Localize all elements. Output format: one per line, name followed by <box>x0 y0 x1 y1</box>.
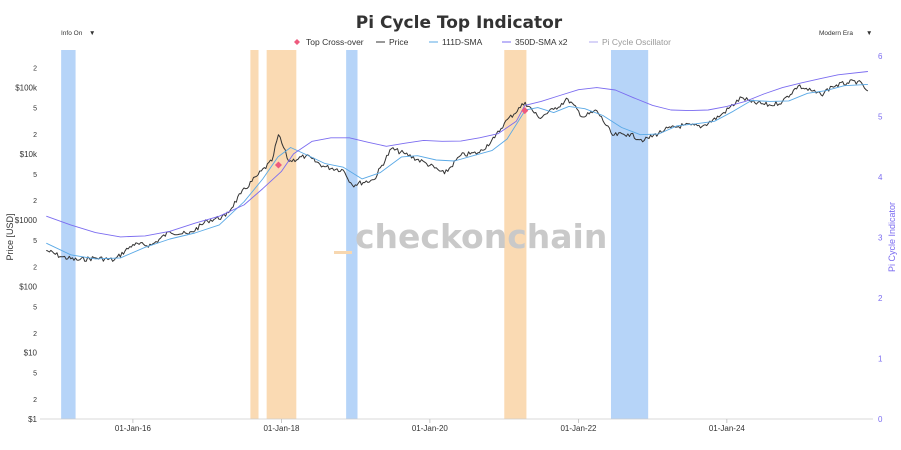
legend-label: Price <box>389 37 409 47</box>
y-right-tick-label: 4 <box>878 173 883 182</box>
x-tick-label: 01-Jan-20 <box>412 424 449 433</box>
top-band <box>504 50 527 419</box>
legend-label: Pi Cycle Oscillator <box>602 37 671 47</box>
y-tick-minor-label: 2 <box>33 264 37 271</box>
crossover-markers <box>274 107 529 169</box>
y-tick-minor-label: 2 <box>33 132 37 139</box>
y-right-tick-label: 1 <box>878 355 883 364</box>
era-menu-label: Modern Era <box>819 30 853 37</box>
y-tick-minor-label: 2 <box>33 66 37 73</box>
legend-label: 111D-SMA <box>442 37 483 47</box>
y-tick-label: $10 <box>24 349 38 358</box>
top-crossover-marker <box>521 107 529 115</box>
legend-item-top-cross-over[interactable]: Top Cross-over <box>294 37 364 47</box>
x-tick-label: 01-Jan-16 <box>115 424 152 433</box>
y-tick-label: $100 <box>19 282 37 291</box>
top-band <box>250 50 259 419</box>
bottom-band <box>61 50 76 419</box>
era-menu-chevron-down-icon: ▼ <box>866 30 872 37</box>
legend-item-pi-cycle-oscillator[interactable]: Pi Cycle Oscillator <box>589 37 671 47</box>
legend-item-price[interactable]: Price <box>376 37 409 47</box>
bottom-band <box>346 50 358 419</box>
series-111d-sma <box>46 83 868 260</box>
watermark: checkonchain <box>334 217 607 256</box>
series-350d-sma-x2 <box>46 71 868 238</box>
legend: Top Cross-over Price 111D-SMA 350D-SMA x2 Pi… <box>294 37 671 47</box>
y-axis-left-title: Price [USD] <box>5 213 15 260</box>
y-tick-minor-label: 5 <box>33 304 37 311</box>
y-right-tick-label: 5 <box>878 113 883 122</box>
info-menu-label: Info On <box>61 30 83 37</box>
y-axis-right-title: Pi Cycle Indicator <box>887 202 897 272</box>
y-tick-minor-label: 2 <box>33 198 37 205</box>
legend-item-350d-sma-x2[interactable]: 350D-SMA x2 <box>502 37 568 47</box>
x-tick-label: 01-Jan-18 <box>263 424 300 433</box>
series-lines <box>46 71 869 262</box>
legend-diamond-icon <box>294 39 300 45</box>
x-tick-label: 01-Jan-22 <box>560 424 597 433</box>
y-tick-minor-label: 5 <box>33 371 37 378</box>
cycle-bands <box>61 50 649 419</box>
y-right-tick-label: 6 <box>878 52 883 61</box>
bottom-band <box>610 50 649 419</box>
y-tick-minor-label: 2 <box>33 331 37 338</box>
y-right-tick-label: 2 <box>878 294 883 303</box>
y-tick-label: $1 <box>28 415 37 424</box>
y-tick-label: $100k <box>15 84 38 93</box>
y-tick-minor-label: 5 <box>33 172 37 179</box>
y-tick-label: $10k <box>20 150 38 159</box>
watermark-text: checkonchain <box>355 217 607 256</box>
era-menu[interactable]: Modern Era ▼ <box>819 30 872 37</box>
x-axis-ticks: 01-Jan-16 01-Jan-18 01-Jan-20 01-Jan-22 01-J… <box>115 419 746 433</box>
y-right-tick-label: 3 <box>878 234 883 243</box>
y-axis-right-ticks: 0 1 2 3 4 5 6 <box>878 52 883 424</box>
y-tick-minor-label: 5 <box>33 238 37 245</box>
x-tick-label: 01-Jan-24 <box>709 424 746 433</box>
y-right-tick-label: 0 <box>878 415 883 424</box>
y-tick-label: $1000 <box>15 216 38 225</box>
y-axis-left-ticks: $1 2 5 $10 2 5 $100 2 5 $1000 2 5 $10k 2 5 $100k 2 <box>15 66 38 424</box>
info-menu[interactable]: Info On ▼ <box>61 30 95 37</box>
legend-label: Top Cross-over <box>306 37 364 47</box>
y-tick-minor-label: 5 <box>33 106 37 113</box>
y-tick-minor-label: 2 <box>33 397 37 404</box>
chart-title: Pi Cycle Top Indicator <box>356 13 563 33</box>
info-menu-chevron-down-icon: ▼ <box>89 30 95 37</box>
top-band <box>266 50 297 419</box>
top-crossover-marker <box>274 161 282 169</box>
legend-item-111d-sma[interactable]: 111D-SMA <box>429 37 483 47</box>
legend-label: 350D-SMA x2 <box>515 37 568 47</box>
watermark-logo-bar <box>334 251 352 254</box>
